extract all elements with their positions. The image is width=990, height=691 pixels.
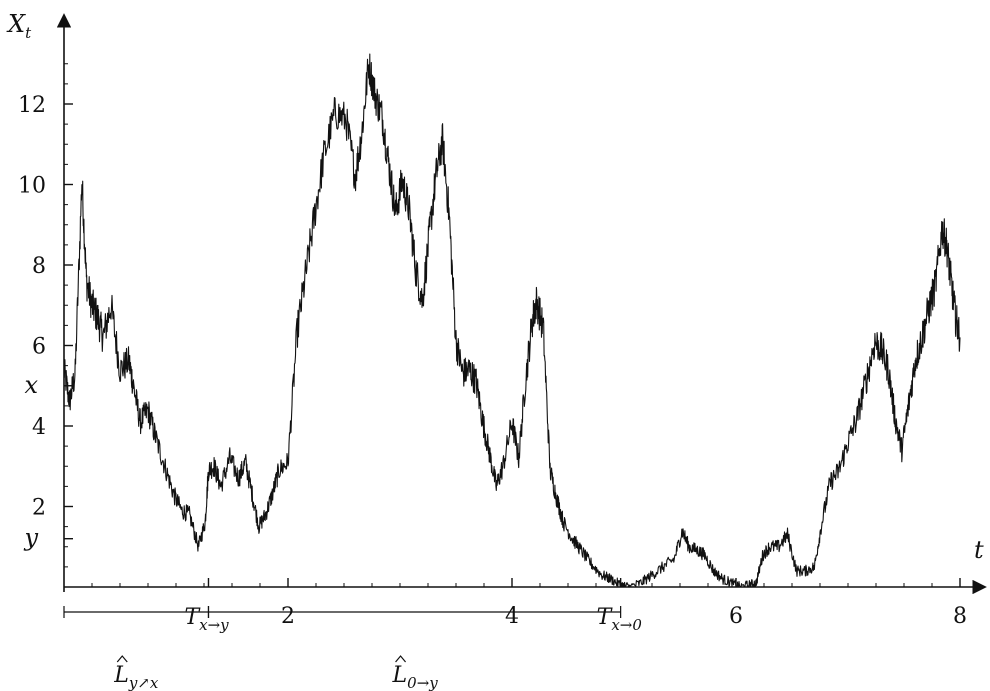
x-tick-label: 8 <box>953 604 967 629</box>
interval-label-1: L0→y <box>392 663 439 691</box>
interval-label-0: Ly↗x <box>113 663 159 691</box>
y-marks: xy <box>23 371 73 552</box>
x-tick-label: 4 <box>505 604 519 629</box>
x-axis-label: t <box>974 536 984 564</box>
y-tick-label: 6 <box>32 335 46 360</box>
y-tick-label: 12 <box>18 93 46 118</box>
y-tick-labels: 2 4 6 8 10 12 <box>18 93 46 521</box>
y-mark-label-y: y <box>23 524 38 552</box>
y-tick-label: 10 <box>18 174 46 199</box>
x-mark-label-0: Tx→y <box>184 605 229 634</box>
y-tick-label: 2 <box>32 496 46 521</box>
x-tick-label: 2 <box>281 604 295 629</box>
y-tick-label: 8 <box>32 254 46 279</box>
major-ticks <box>64 103 961 587</box>
x-marks: Tx→y Tx→0 <box>184 578 642 634</box>
x-tick-label: 6 <box>729 604 743 629</box>
y-axis-label: Xt <box>6 10 32 42</box>
x-mark-label-1: Tx→0 <box>597 605 643 634</box>
series-0-line <box>63 53 961 588</box>
x-tick-labels: 2 4 6 8 <box>281 604 967 629</box>
interval-label-hat <box>395 655 407 663</box>
y-tick-label: 4 <box>32 415 46 440</box>
interval-brackets: Ly↗x L0→y <box>63 606 622 691</box>
interval-label-hat <box>116 655 128 663</box>
y-mark-label-x: x <box>24 371 38 399</box>
